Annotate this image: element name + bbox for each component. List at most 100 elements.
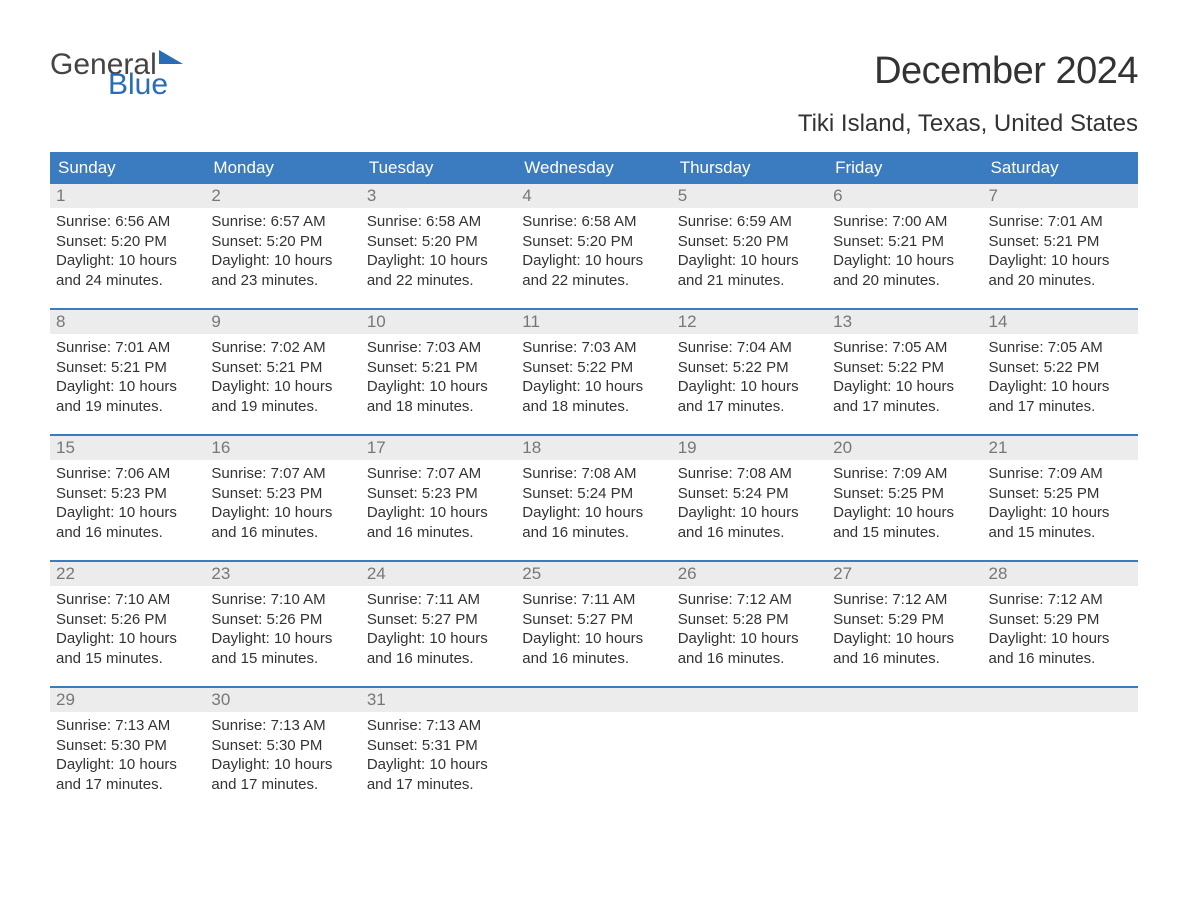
day-number: 18 xyxy=(516,436,671,460)
day-cell: 20Sunrise: 7:09 AMSunset: 5:25 PMDayligh… xyxy=(827,436,982,560)
sunset-line: Sunset: 5:24 PM xyxy=(522,484,665,504)
day-number: 14 xyxy=(983,310,1138,334)
daylight-line: Daylight: 10 hours and 19 minutes. xyxy=(211,377,354,416)
daylight-line: Daylight: 10 hours and 15 minutes. xyxy=(833,503,976,542)
sunset-line: Sunset: 5:21 PM xyxy=(989,232,1132,252)
sunset-line: Sunset: 5:20 PM xyxy=(211,232,354,252)
sunrise-line: Sunrise: 7:05 AM xyxy=(989,338,1132,358)
day-info: Sunrise: 6:58 AMSunset: 5:20 PMDaylight:… xyxy=(361,208,516,290)
daylight-line: Daylight: 10 hours and 17 minutes. xyxy=(211,755,354,794)
daylight-line: Daylight: 10 hours and 16 minutes. xyxy=(367,629,510,668)
daylight-line: Daylight: 10 hours and 18 minutes. xyxy=(367,377,510,416)
sunset-line: Sunset: 5:21 PM xyxy=(833,232,976,252)
sunrise-line: Sunrise: 7:03 AM xyxy=(522,338,665,358)
sunrise-line: Sunrise: 7:09 AM xyxy=(833,464,976,484)
weekday-header: Thursday xyxy=(672,152,827,184)
day-number xyxy=(827,688,982,712)
day-cell xyxy=(827,688,982,812)
day-number: 13 xyxy=(827,310,982,334)
sunrise-line: Sunrise: 7:06 AM xyxy=(56,464,199,484)
daylight-line: Daylight: 10 hours and 22 minutes. xyxy=(367,251,510,290)
day-cell: 7Sunrise: 7:01 AMSunset: 5:21 PMDaylight… xyxy=(983,184,1138,308)
day-info: Sunrise: 7:05 AMSunset: 5:22 PMDaylight:… xyxy=(983,334,1138,416)
day-info: Sunrise: 7:12 AMSunset: 5:28 PMDaylight:… xyxy=(672,586,827,668)
sunset-line: Sunset: 5:29 PM xyxy=(989,610,1132,630)
day-info: Sunrise: 7:10 AMSunset: 5:26 PMDaylight:… xyxy=(205,586,360,668)
sunrise-line: Sunrise: 6:57 AM xyxy=(211,212,354,232)
day-number: 27 xyxy=(827,562,982,586)
weeks-container: 1Sunrise: 6:56 AMSunset: 5:20 PMDaylight… xyxy=(50,184,1138,812)
day-number: 21 xyxy=(983,436,1138,460)
day-number: 6 xyxy=(827,184,982,208)
day-cell: 16Sunrise: 7:07 AMSunset: 5:23 PMDayligh… xyxy=(205,436,360,560)
day-number: 23 xyxy=(205,562,360,586)
week-row: 1Sunrise: 6:56 AMSunset: 5:20 PMDaylight… xyxy=(50,184,1138,308)
daylight-line: Daylight: 10 hours and 17 minutes. xyxy=(678,377,821,416)
week-row: 15Sunrise: 7:06 AMSunset: 5:23 PMDayligh… xyxy=(50,434,1138,560)
daylight-line: Daylight: 10 hours and 15 minutes. xyxy=(56,629,199,668)
day-info: Sunrise: 7:11 AMSunset: 5:27 PMDaylight:… xyxy=(516,586,671,668)
daylight-line: Daylight: 10 hours and 21 minutes. xyxy=(678,251,821,290)
title-block: December 2024 xyxy=(874,50,1138,93)
daylight-line: Daylight: 10 hours and 17 minutes. xyxy=(367,755,510,794)
sunset-line: Sunset: 5:21 PM xyxy=(56,358,199,378)
sunrise-line: Sunrise: 7:00 AM xyxy=(833,212,976,232)
daylight-line: Daylight: 10 hours and 16 minutes. xyxy=(56,503,199,542)
day-number: 29 xyxy=(50,688,205,712)
daylight-line: Daylight: 10 hours and 16 minutes. xyxy=(678,629,821,668)
day-info: Sunrise: 6:56 AMSunset: 5:20 PMDaylight:… xyxy=(50,208,205,290)
daylight-line: Daylight: 10 hours and 16 minutes. xyxy=(989,629,1132,668)
weekday-header: Monday xyxy=(205,152,360,184)
brand-word-2: Blue xyxy=(108,70,168,100)
day-info: Sunrise: 7:07 AMSunset: 5:23 PMDaylight:… xyxy=(361,460,516,542)
daylight-line: Daylight: 10 hours and 17 minutes. xyxy=(56,755,199,794)
week-row: 8Sunrise: 7:01 AMSunset: 5:21 PMDaylight… xyxy=(50,308,1138,434)
day-number: 30 xyxy=(205,688,360,712)
day-cell: 25Sunrise: 7:11 AMSunset: 5:27 PMDayligh… xyxy=(516,562,671,686)
day-number: 26 xyxy=(672,562,827,586)
sunset-line: Sunset: 5:22 PM xyxy=(522,358,665,378)
day-cell: 3Sunrise: 6:58 AMSunset: 5:20 PMDaylight… xyxy=(361,184,516,308)
daylight-line: Daylight: 10 hours and 16 minutes. xyxy=(833,629,976,668)
day-cell: 23Sunrise: 7:10 AMSunset: 5:26 PMDayligh… xyxy=(205,562,360,686)
day-number: 10 xyxy=(361,310,516,334)
sunrise-line: Sunrise: 7:11 AM xyxy=(367,590,510,610)
day-number: 12 xyxy=(672,310,827,334)
day-info: Sunrise: 7:03 AMSunset: 5:21 PMDaylight:… xyxy=(361,334,516,416)
weekday-header: Tuesday xyxy=(361,152,516,184)
weekday-header: Sunday xyxy=(50,152,205,184)
day-number: 25 xyxy=(516,562,671,586)
daylight-line: Daylight: 10 hours and 18 minutes. xyxy=(522,377,665,416)
sunrise-line: Sunrise: 7:11 AM xyxy=(522,590,665,610)
day-info: Sunrise: 7:12 AMSunset: 5:29 PMDaylight:… xyxy=(827,586,982,668)
week-row: 29Sunrise: 7:13 AMSunset: 5:30 PMDayligh… xyxy=(50,686,1138,812)
sunrise-line: Sunrise: 7:08 AM xyxy=(522,464,665,484)
sunrise-line: Sunrise: 7:13 AM xyxy=(211,716,354,736)
sunrise-line: Sunrise: 7:13 AM xyxy=(56,716,199,736)
day-info: Sunrise: 7:05 AMSunset: 5:22 PMDaylight:… xyxy=(827,334,982,416)
day-cell: 27Sunrise: 7:12 AMSunset: 5:29 PMDayligh… xyxy=(827,562,982,686)
sunset-line: Sunset: 5:28 PM xyxy=(678,610,821,630)
day-info: Sunrise: 7:13 AMSunset: 5:30 PMDaylight:… xyxy=(50,712,205,794)
day-info: Sunrise: 7:03 AMSunset: 5:22 PMDaylight:… xyxy=(516,334,671,416)
day-number: 9 xyxy=(205,310,360,334)
day-info: Sunrise: 7:06 AMSunset: 5:23 PMDaylight:… xyxy=(50,460,205,542)
sunset-line: Sunset: 5:27 PM xyxy=(522,610,665,630)
day-cell: 17Sunrise: 7:07 AMSunset: 5:23 PMDayligh… xyxy=(361,436,516,560)
day-cell: 1Sunrise: 6:56 AMSunset: 5:20 PMDaylight… xyxy=(50,184,205,308)
sunrise-line: Sunrise: 7:09 AM xyxy=(989,464,1132,484)
sunrise-line: Sunrise: 7:12 AM xyxy=(989,590,1132,610)
day-info: Sunrise: 7:13 AMSunset: 5:31 PMDaylight:… xyxy=(361,712,516,794)
sunset-line: Sunset: 5:20 PM xyxy=(678,232,821,252)
sunrise-line: Sunrise: 7:12 AM xyxy=(833,590,976,610)
day-number: 31 xyxy=(361,688,516,712)
day-info: Sunrise: 7:08 AMSunset: 5:24 PMDaylight:… xyxy=(672,460,827,542)
sunset-line: Sunset: 5:25 PM xyxy=(833,484,976,504)
day-number: 4 xyxy=(516,184,671,208)
sunrise-line: Sunrise: 7:01 AM xyxy=(989,212,1132,232)
day-info: Sunrise: 6:58 AMSunset: 5:20 PMDaylight:… xyxy=(516,208,671,290)
sunset-line: Sunset: 5:26 PM xyxy=(211,610,354,630)
day-cell: 21Sunrise: 7:09 AMSunset: 5:25 PMDayligh… xyxy=(983,436,1138,560)
day-cell: 14Sunrise: 7:05 AMSunset: 5:22 PMDayligh… xyxy=(983,310,1138,434)
week-row: 22Sunrise: 7:10 AMSunset: 5:26 PMDayligh… xyxy=(50,560,1138,686)
